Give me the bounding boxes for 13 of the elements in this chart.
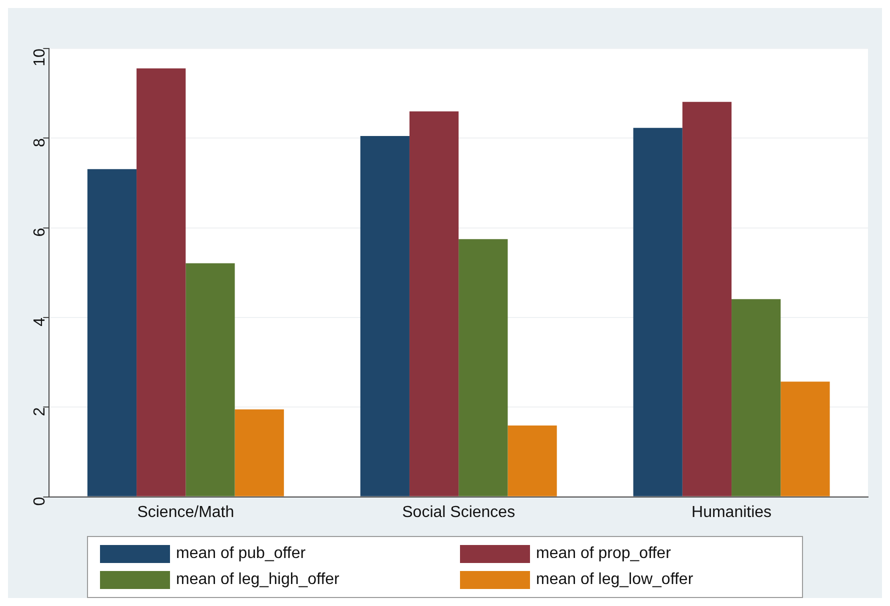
y-tick-label: 0 [32,496,49,506]
legend-label: mean of prop_offer [536,545,671,563]
legend-label: mean of leg_low_offer [536,571,694,589]
legend-label: mean of pub_offer [176,545,306,563]
x-tick-label: Social Sciences [402,504,516,521]
y-tick-label: 4 [32,317,49,326]
y-tick-label: 6 [32,228,49,237]
y-tick-label: 8 [32,138,49,148]
x-tick-label: Science/Math [137,504,234,521]
y-tick-label: 10 [32,48,49,66]
y-tick-label: 2 [32,407,49,416]
legend-label: mean of leg_high_offer [176,571,340,589]
x-tick-label: Humanities [692,504,772,521]
